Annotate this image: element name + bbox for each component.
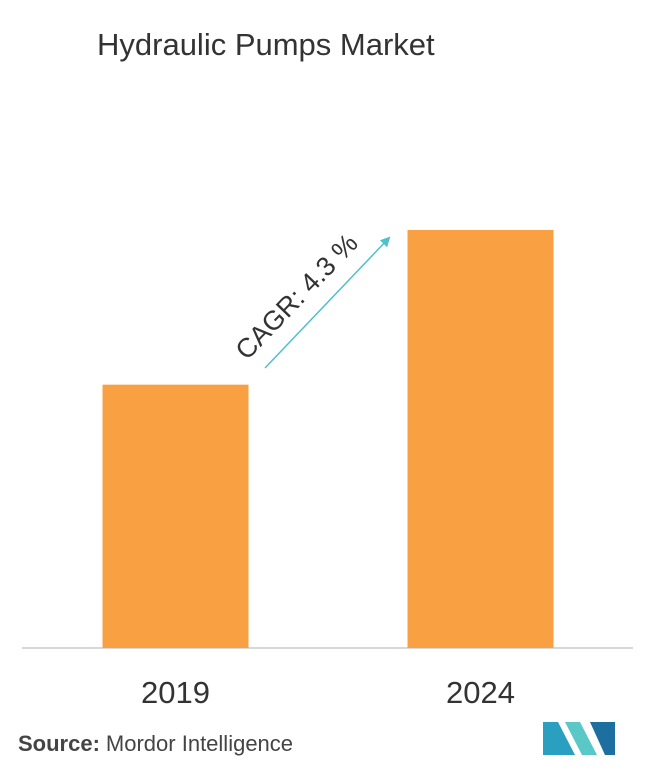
- cagr-annotation: CAGR: 4.3 %: [230, 228, 364, 365]
- x-tick-label: 2019: [141, 675, 210, 710]
- logo: [543, 722, 615, 755]
- source: Source: Mordor Intelligence: [18, 731, 293, 756]
- bar: [102, 384, 249, 648]
- bar: [407, 230, 554, 648]
- x-tick-label: 2024: [446, 675, 515, 710]
- source-name: Mordor Intelligence: [106, 731, 293, 756]
- chart-title: Hydraulic Pumps Market: [97, 27, 435, 62]
- cagr-arrow: [264, 236, 391, 369]
- source-label: Source:: [18, 731, 100, 756]
